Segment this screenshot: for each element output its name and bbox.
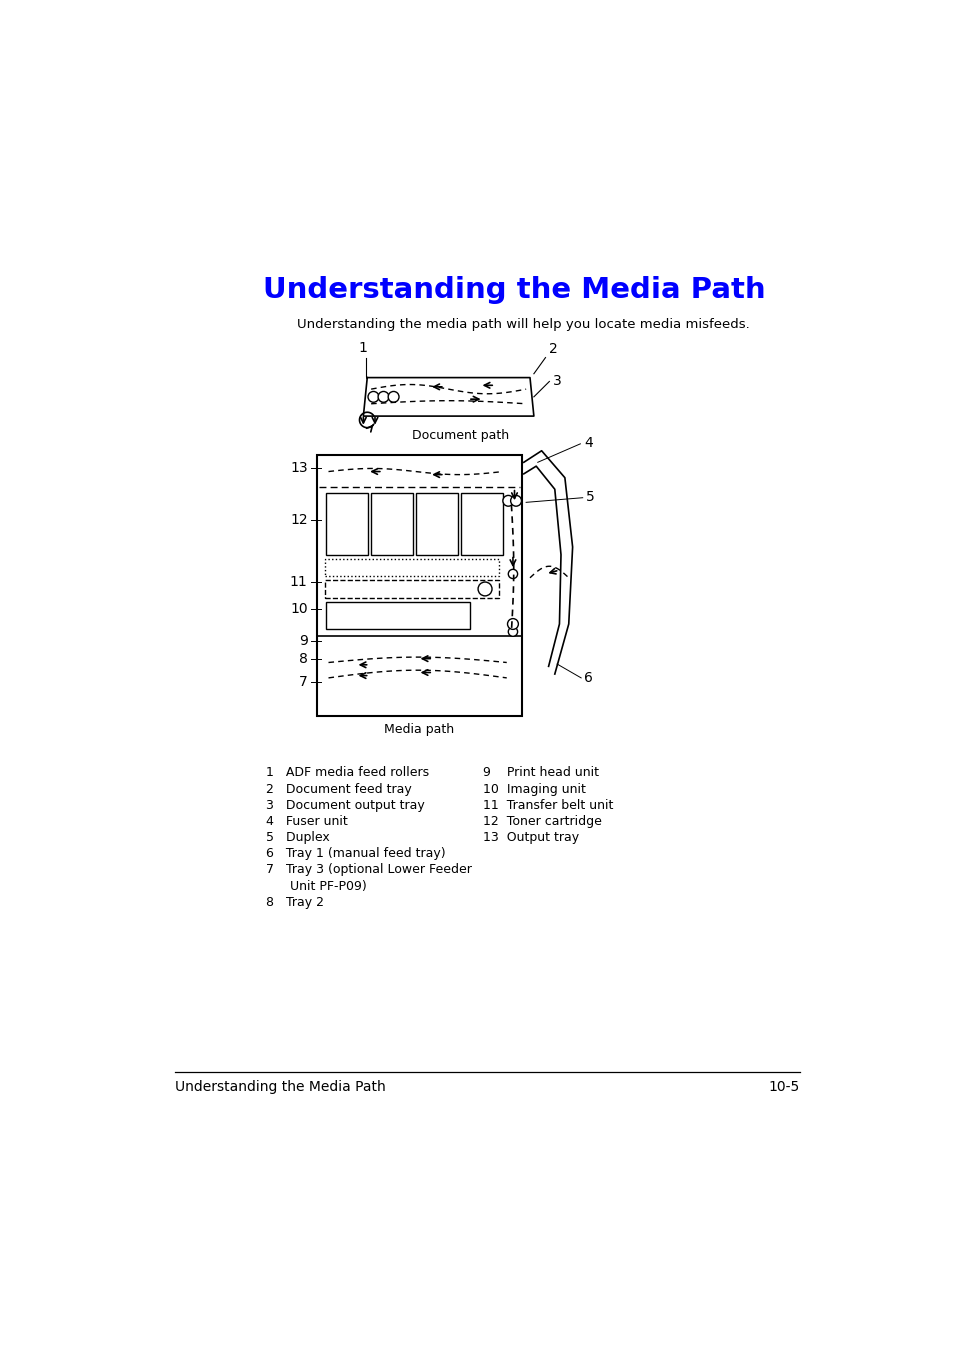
Circle shape: [507, 618, 517, 629]
Bar: [371, 493, 413, 555]
Text: 2: 2: [549, 342, 558, 356]
Text: 10  Imaging unit: 10 Imaging unit: [483, 783, 586, 795]
Circle shape: [477, 582, 492, 595]
Circle shape: [508, 570, 517, 579]
Text: 13: 13: [290, 462, 307, 475]
Text: 5   Duplex: 5 Duplex: [266, 832, 330, 844]
Circle shape: [508, 628, 517, 636]
Text: 10-5: 10-5: [768, 1080, 799, 1094]
Circle shape: [510, 495, 521, 506]
Text: 2   Document feed tray: 2 Document feed tray: [266, 783, 412, 795]
Text: Understanding the Media Path: Understanding the Media Path: [174, 1080, 385, 1094]
Text: 9    Print head unit: 9 Print head unit: [483, 767, 598, 779]
Text: 4   Fuser unit: 4 Fuser unit: [266, 815, 348, 828]
Text: 7   Tray 3 (optional Lower Feeder: 7 Tray 3 (optional Lower Feeder: [266, 864, 472, 876]
Circle shape: [377, 392, 389, 402]
Text: 13  Output tray: 13 Output tray: [483, 832, 579, 844]
Text: 11  Transfer belt unit: 11 Transfer belt unit: [483, 799, 613, 811]
Polygon shape: [363, 378, 534, 416]
Text: 10: 10: [290, 602, 307, 616]
Text: 3: 3: [553, 374, 561, 389]
Text: Understanding the Media Path: Understanding the Media Path: [262, 277, 764, 305]
Circle shape: [502, 495, 513, 506]
Text: 6   Tray 1 (manual feed tray): 6 Tray 1 (manual feed tray): [266, 848, 446, 860]
Text: 12: 12: [290, 513, 307, 526]
Text: 3   Document output tray: 3 Document output tray: [266, 799, 425, 811]
Bar: [324, 559, 498, 576]
Bar: [460, 493, 502, 555]
Bar: [316, 455, 521, 717]
Circle shape: [368, 392, 378, 402]
Circle shape: [388, 392, 398, 402]
Text: 9: 9: [298, 634, 307, 648]
Text: 1: 1: [358, 340, 368, 355]
Text: 6: 6: [583, 671, 593, 684]
Text: 8: 8: [298, 652, 307, 666]
Bar: [416, 493, 457, 555]
Bar: [326, 602, 469, 629]
Text: 8   Tray 2: 8 Tray 2: [266, 896, 324, 909]
Text: Media path: Media path: [384, 724, 454, 736]
Text: Document path: Document path: [412, 429, 508, 443]
Text: 1   ADF media feed rollers: 1 ADF media feed rollers: [266, 767, 429, 779]
Text: 7: 7: [298, 675, 307, 688]
Bar: [326, 493, 368, 555]
Bar: [324, 580, 498, 598]
Text: 4: 4: [583, 436, 593, 450]
Text: Unit PF-P09): Unit PF-P09): [266, 880, 367, 892]
Text: Understanding the media path will help you locate media misfeeds.: Understanding the media path will help y…: [297, 317, 749, 331]
Text: 5: 5: [585, 490, 594, 504]
Text: 12  Toner cartridge: 12 Toner cartridge: [483, 815, 601, 828]
Text: 11: 11: [290, 575, 307, 589]
